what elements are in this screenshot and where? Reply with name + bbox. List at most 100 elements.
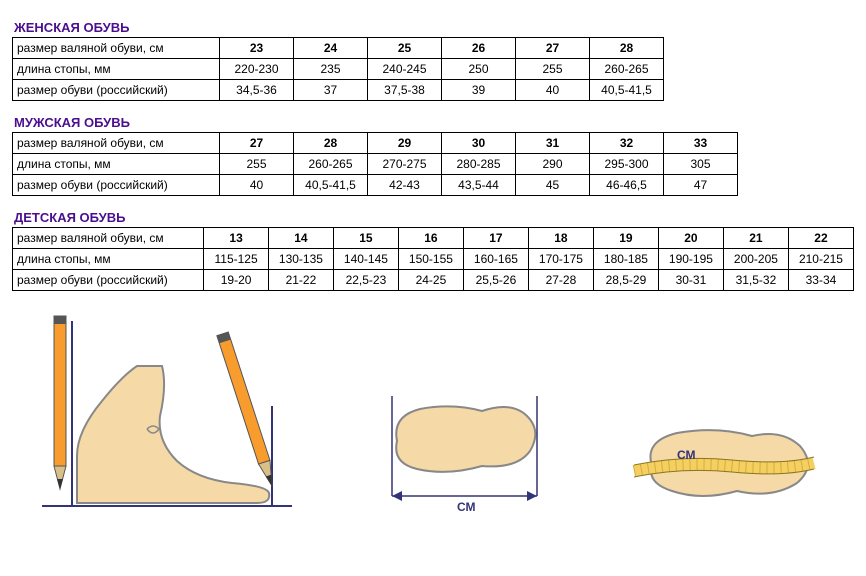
table-header-cell: 19 (593, 228, 658, 249)
table-header-cell: 21 (723, 228, 788, 249)
illustrations-row: СМ СМ (12, 311, 854, 521)
size-table-kids: размер валяной обуви, см1314151617181920… (12, 227, 854, 291)
table-row: размер обуви (российский)34,5-363737,5-3… (13, 80, 664, 101)
table-row: размер валяной обуви, см232425262728 (13, 38, 664, 59)
table-cell: 260-265 (590, 59, 664, 80)
table-header-cell: 30 (442, 133, 516, 154)
table-cell: 240-245 (368, 59, 442, 80)
section-title-men: МУЖСКАЯ ОБУВЬ (14, 115, 854, 130)
table-cell: 115-125 (204, 249, 269, 270)
table-cell: 30-31 (658, 270, 723, 291)
table-header-cell: 26 (442, 38, 516, 59)
table-cell: 45 (516, 175, 590, 196)
table-cell: 170-175 (528, 249, 593, 270)
table-header-cell: 16 (398, 228, 463, 249)
table-cell: 46-46,5 (590, 175, 664, 196)
table-header-cell: 18 (528, 228, 593, 249)
cm-label: СМ (677, 448, 696, 462)
table-cell: 295-300 (590, 154, 664, 175)
row-label: длина стопы, мм (13, 154, 220, 175)
table-cell: 40,5-41,5 (294, 175, 368, 196)
table-header-cell: 27 (220, 133, 294, 154)
table-cell: 22,5-23 (333, 270, 398, 291)
table-cell: 160-165 (463, 249, 528, 270)
table-cell: 28,5-29 (593, 270, 658, 291)
table-header-cell: 25 (368, 38, 442, 59)
table-cell: 260-265 (294, 154, 368, 175)
row-label: размер валяной обуви, см (13, 133, 220, 154)
table-row: размер валяной обуви, см1314151617181920… (13, 228, 854, 249)
table-cell: 34,5-36 (220, 80, 294, 101)
table-header-cell: 32 (590, 133, 664, 154)
table-cell: 150-155 (398, 249, 463, 270)
table-row: размер валяной обуви, см27282930313233 (13, 133, 738, 154)
size-table-men: размер валяной обуви, см27282930313233дл… (12, 132, 738, 196)
table-cell: 140-145 (333, 249, 398, 270)
table-cell: 130-135 (268, 249, 333, 270)
table-header-cell: 24 (294, 38, 368, 59)
table-cell: 270-275 (368, 154, 442, 175)
table-cell: 210-215 (788, 249, 853, 270)
table-header-cell: 15 (333, 228, 398, 249)
table-cell: 200-205 (723, 249, 788, 270)
table-row: длина стопы, мм220-230235240-24525025526… (13, 59, 664, 80)
table-cell: 280-285 (442, 154, 516, 175)
section-title-women: ЖЕНСКАЯ ОБУВЬ (14, 20, 854, 35)
table-header-cell: 20 (658, 228, 723, 249)
table-cell: 40 (516, 80, 590, 101)
table-cell: 27-28 (528, 270, 593, 291)
table-cell: 40 (220, 175, 294, 196)
table-header-cell: 22 (788, 228, 853, 249)
row-label: длина стопы, мм (13, 59, 220, 80)
table-cell: 25,5-26 (463, 270, 528, 291)
table-cell: 250 (442, 59, 516, 80)
size-table-women: размер валяной обуви, см232425262728длин… (12, 37, 664, 101)
table-cell: 47 (664, 175, 738, 196)
table-cell: 40,5-41,5 (590, 80, 664, 101)
table-cell: 190-195 (658, 249, 723, 270)
footprint-girth-illustration: СМ (622, 411, 822, 521)
table-cell: 305 (664, 154, 738, 175)
table-cell: 31,5-32 (723, 270, 788, 291)
cm-label: СМ (457, 500, 476, 514)
table-cell: 180-185 (593, 249, 658, 270)
table-cell: 24-25 (398, 270, 463, 291)
row-label: размер валяной обуви, см (13, 228, 204, 249)
table-cell: 42-43 (368, 175, 442, 196)
row-label: размер валяной обуви, см (13, 38, 220, 59)
table-cell: 33-34 (788, 270, 853, 291)
row-label: размер обуви (российский) (13, 175, 220, 196)
table-cell: 235 (294, 59, 368, 80)
table-header-cell: 29 (368, 133, 442, 154)
table-header-cell: 31 (516, 133, 590, 154)
table-row: размер обуви (российский)19-2021-2222,5-… (13, 270, 854, 291)
table-header-cell: 17 (463, 228, 528, 249)
section-title-kids: ДЕТСКАЯ ОБУВЬ (14, 210, 854, 225)
table-header-cell: 27 (516, 38, 590, 59)
table-cell: 37 (294, 80, 368, 101)
table-cell: 19-20 (204, 270, 269, 291)
table-header-cell: 14 (268, 228, 333, 249)
table-header-cell: 28 (294, 133, 368, 154)
table-cell: 220-230 (220, 59, 294, 80)
table-cell: 255 (516, 59, 590, 80)
table-row: длина стопы, мм115-125130-135140-145150-… (13, 249, 854, 270)
row-label: размер обуви (российский) (13, 80, 220, 101)
tables-container: ЖЕНСКАЯ ОБУВЬразмер валяной обуви, см232… (12, 20, 854, 291)
row-label: длина стопы, мм (13, 249, 204, 270)
table-header-cell: 13 (204, 228, 269, 249)
pencil-left-icon (54, 316, 66, 489)
table-header-cell: 23 (220, 38, 294, 59)
table-cell: 290 (516, 154, 590, 175)
table-cell: 43,5-44 (442, 175, 516, 196)
footprint-length-illustration: СМ (362, 381, 562, 521)
table-row: размер обуви (российский)4040,5-41,542-4… (13, 175, 738, 196)
table-header-cell: 33 (664, 133, 738, 154)
table-row: длина стопы, мм255260-265270-275280-2852… (13, 154, 738, 175)
table-cell: 21-22 (268, 270, 333, 291)
row-label: размер обуви (российский) (13, 270, 204, 291)
table-cell: 37,5-38 (368, 80, 442, 101)
foot-side-measure-illustration (22, 311, 302, 521)
table-header-cell: 28 (590, 38, 664, 59)
table-cell: 39 (442, 80, 516, 101)
